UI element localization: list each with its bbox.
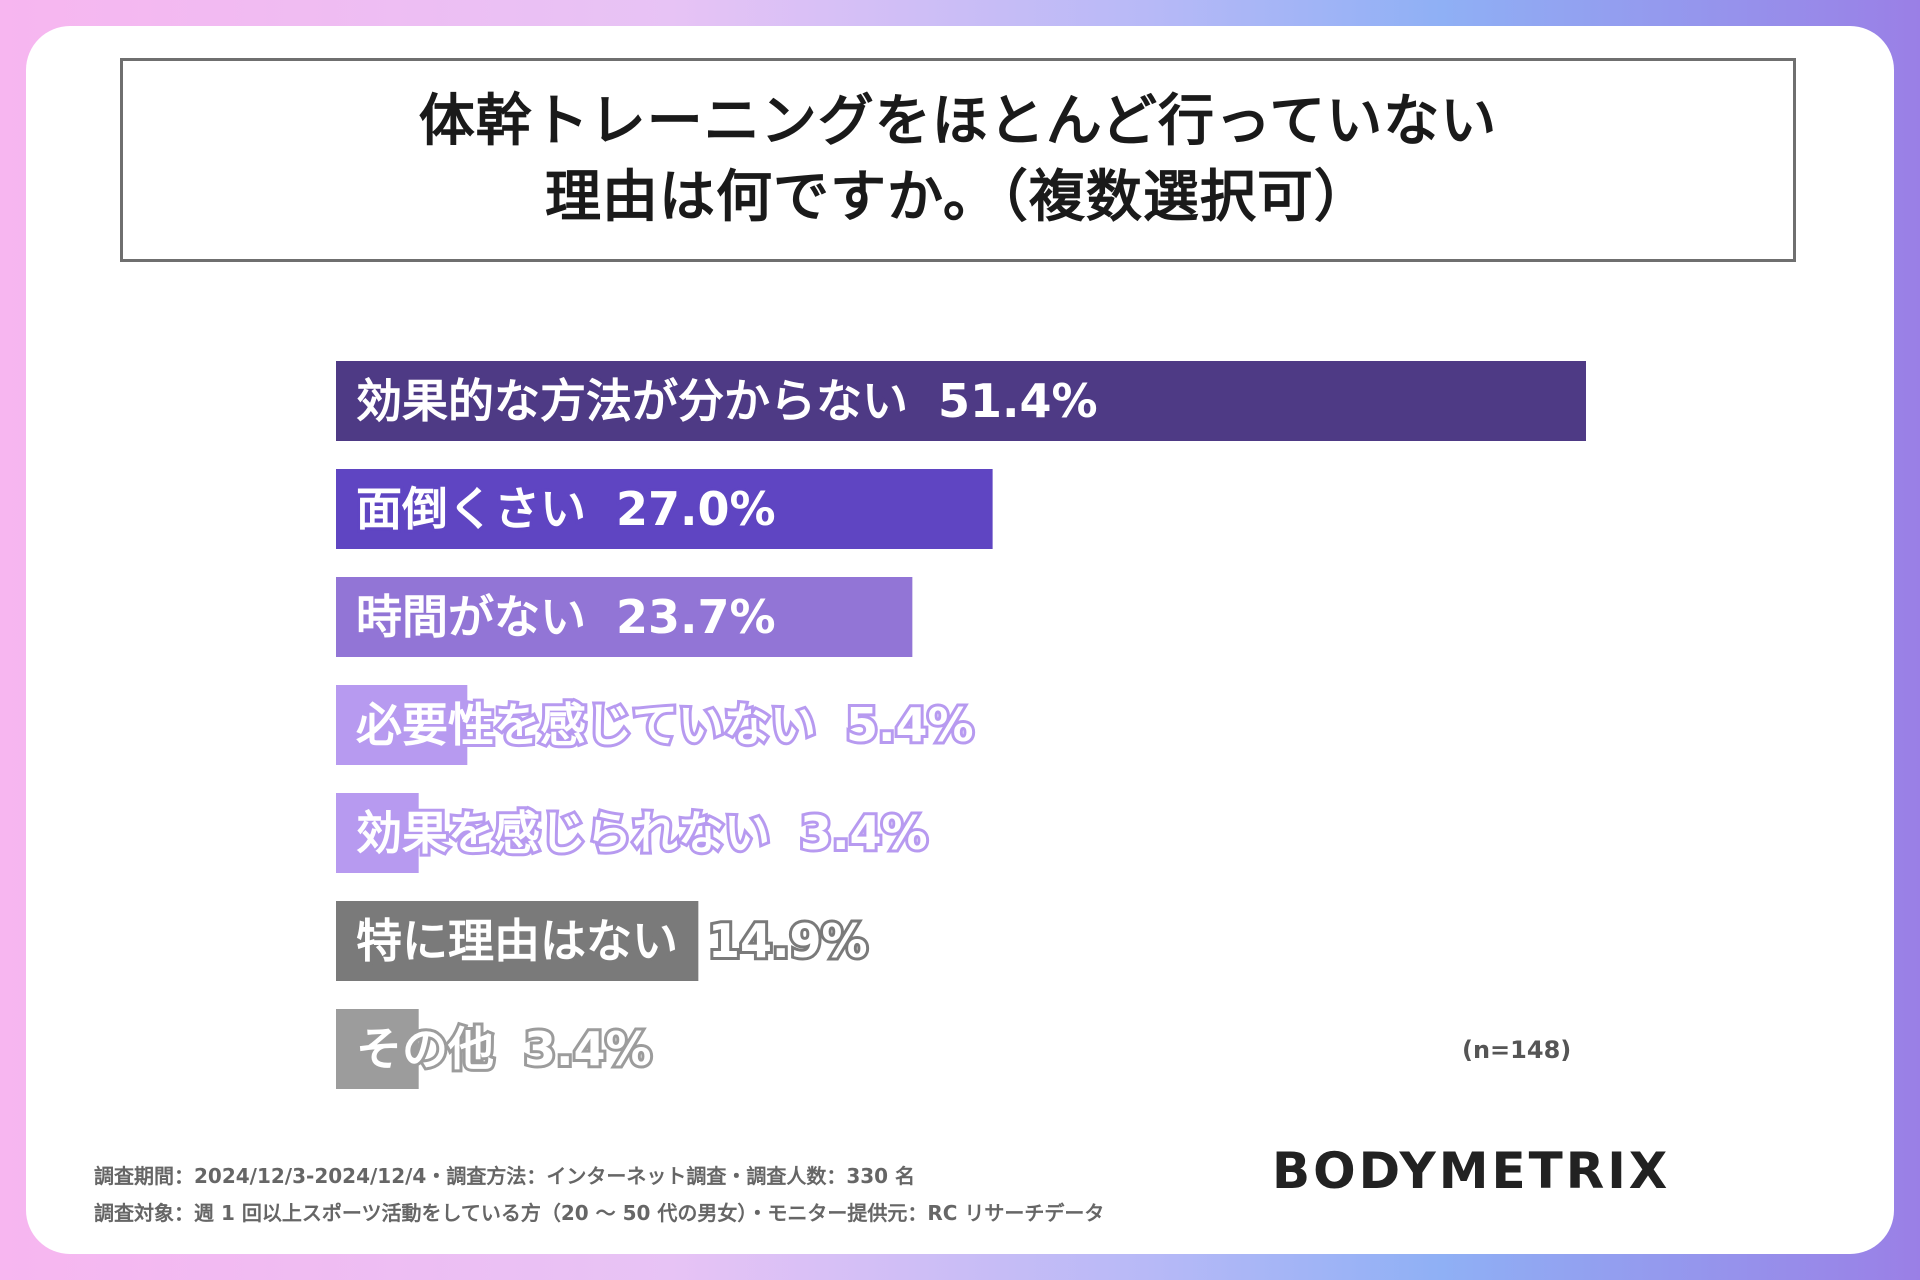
value-label-3: 23.7%	[616, 590, 776, 644]
title-box: 体幹トレーニングをほとんど行っていない 理由は何ですか。（複数選択可）	[120, 58, 1796, 262]
chart-title-line-1: 体幹トレーニングをほとんど行っていない	[418, 89, 1498, 154]
sample-size-label: (n=148)	[1462, 1036, 1572, 1064]
category-label-6: 特に理由はない	[356, 914, 678, 968]
value-label-5: 3.4%	[800, 806, 928, 860]
bar-label-6: 特に理由はない 14.9%	[356, 914, 868, 968]
value-label-2: 27.0%	[616, 482, 776, 536]
bar-label-1: 効果的な方法が分からない 51.4%	[356, 374, 1098, 428]
survey-note-1: 調査期間：2024/12/3-2024/12/4・調査方法：インターネット調査・…	[94, 1164, 916, 1188]
bar-3	[336, 577, 913, 657]
value-label-4: 5.4%	[846, 698, 974, 752]
chart-title-line-2: 理由は何ですか。（複数選択可）	[545, 165, 1371, 230]
category-label-7: その他	[356, 1022, 494, 1076]
bar-2	[336, 469, 993, 549]
value-label-7: 3.4%	[524, 1022, 652, 1076]
bar-1	[336, 361, 1586, 441]
category-label-2: 面倒くさい	[356, 482, 586, 536]
bar-7	[336, 1009, 419, 1089]
category-label-3: 時間がない	[356, 590, 586, 644]
category-label-5: 効果を感じられない	[356, 806, 770, 860]
bar-label-2: 面倒くさい 27.0%	[356, 482, 776, 536]
bar-label-7: その他 3.4%	[356, 1022, 652, 1076]
bar-label-5: 効果を感じられない 3.4%	[356, 806, 928, 860]
survey-note-2: 調査対象：週 1 回以上スポーツ活動をしている方（20 ～ 50 代の男女）・モ…	[94, 1201, 1105, 1225]
bar-6	[336, 901, 699, 981]
value-label-6: 14.9%	[708, 914, 868, 968]
bar-4	[336, 685, 468, 765]
category-label-1: 効果的な方法が分からない	[356, 374, 908, 428]
bar-label-3: 時間がない 23.7%	[356, 590, 776, 644]
bar-label-4: 必要性を感じていない 5.4%	[356, 698, 974, 752]
category-label-4: 必要性を感じていない	[356, 698, 816, 752]
brand-logo: BODYMETRIX	[1272, 1142, 1671, 1200]
bar-5	[336, 793, 419, 873]
value-label-1: 51.4%	[938, 374, 1098, 428]
